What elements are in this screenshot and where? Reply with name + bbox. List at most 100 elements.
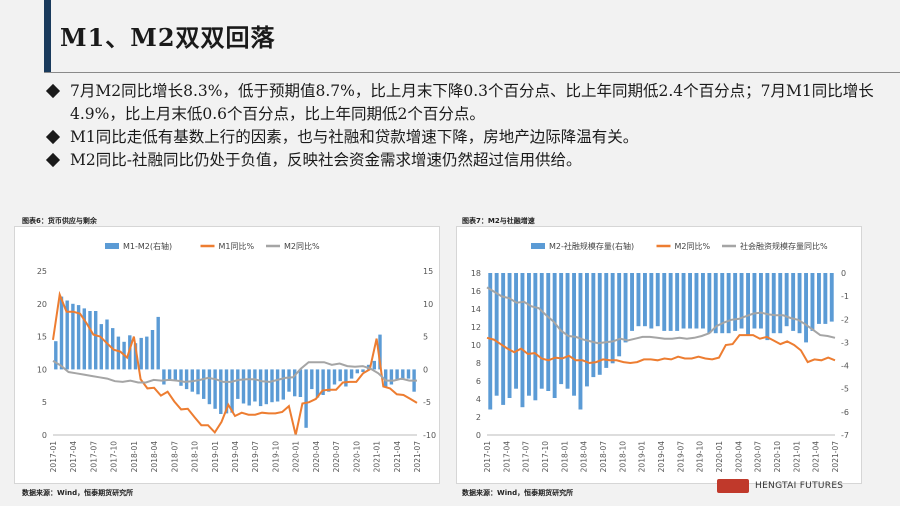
bar-mark [720,273,725,334]
x-tick-label: 2017-10 [541,441,550,473]
x-tick-label: 2021-07 [413,441,422,473]
bullet-text: M2同比-社融同比仍处于负值，反映社会资金需求增速仍然超过信用供给。 [70,151,582,169]
y-left-tick-label: 8 [476,359,481,368]
bar-mark [746,273,750,336]
y-right-tick-label: -5 [423,398,431,407]
bar-mark [196,369,200,395]
bar-mark [338,369,342,382]
bar-mark [559,273,564,385]
bar-mark [241,369,246,404]
y-left-tick-label: 15 [37,333,47,342]
x-tick-label: 2018-07 [170,441,179,473]
y-right-tick-label: 5 [423,333,428,342]
chart-m2-tsf: M2-社融规模存量(右轴) M2同比% 社会融资规模存量同比% 0 2 4 6 8 10 12 14… [471,241,849,473]
x-tick-label: 2019-01 [211,441,220,473]
y-right-tick-label: -2 [841,315,849,324]
bar-mark [630,273,634,331]
y-left-tick-label: 6 [476,377,481,386]
logo-mark-icon [717,479,749,493]
bar-mark [355,369,359,374]
bar-mark [270,369,274,403]
bar-mark [539,273,544,389]
bar-mark [230,369,234,413]
bar-mark [655,273,660,327]
bar-mark [572,273,576,396]
bar-mark [281,369,285,400]
x-tick-label: 2019-01 [638,441,647,473]
bar-mark [610,273,615,364]
bar-mark [150,330,155,370]
figure-caption: 图表6：货币供应与剩余 [22,217,97,225]
bar-mark [236,369,240,399]
bar-mark [527,273,531,396]
bar-mark [668,273,673,331]
bar-mark [202,369,206,399]
bar-mark [71,303,75,370]
x-tick-label: 2018-04 [150,441,159,473]
legend-label: M1同比% [219,241,255,251]
series-line [486,286,836,345]
x-tick-label: 2017-07 [522,441,531,473]
x-tick-label: 2020-10 [352,441,361,473]
bar-mark [604,273,609,368]
bar-mark [395,369,399,380]
x-tick-label: 2020-07 [332,441,341,473]
legend-label: M1-M2(右轴) [123,241,172,251]
bar-mark [591,273,596,378]
bar-mark [173,369,177,381]
bar-mark [361,369,365,372]
x-tick-label: 2017-01 [49,441,58,473]
bar-mark [791,273,796,331]
y-left-tick-label: 20 [37,300,47,309]
bar-mark [401,369,405,380]
bullet-item: 7月M2同比增长8.3%，低于预期值8.7%，比上月末下降0.3个百分点、比上年… [44,80,896,126]
bar-mark [514,273,518,389]
legend-swatch [531,243,545,249]
bullet-item: M2同比-社融同比仍处于负值，反映社会资金需求增速仍然超过信用供给。 [44,149,896,172]
bar-mark [344,369,348,387]
bullet-text: 7月M2同比增长8.3%，低于预期值8.7%，比上月末下降0.3个百分点、比上年… [70,82,874,123]
bar-mark [258,369,263,407]
bar-mark [759,273,763,329]
series-line [52,360,417,384]
bar-mark [298,369,303,397]
bar-mark [675,273,680,331]
bar-mark [829,273,834,322]
bar-mark [565,273,570,389]
y-right-tick-label: -1 [841,292,849,301]
legend-label: M2同比% [675,241,711,251]
bar-mark [771,273,776,334]
x-tick-label: 2020-07 [754,441,763,473]
x-tick-label: 2020-10 [773,441,782,473]
bar-mark [116,336,121,370]
bar-mark [662,273,667,331]
bar-mark [94,311,98,370]
y-right-tick-label: 10 [423,300,433,309]
bar-mark [88,311,92,370]
bar-mark [617,273,622,357]
bar-mark [378,334,382,370]
series-line [486,334,836,365]
bar-mark [372,360,376,370]
legend-label: M2-社融规模存量(右轴) [549,241,634,251]
x-tick-label: 2017-04 [502,441,511,473]
y-left-tick-label: 4 [476,395,481,404]
bar-mark [533,273,538,401]
legend-swatch [105,243,119,249]
series-line [52,290,418,436]
source-note: 数据来源：Wind，恒泰期货研究所 [462,489,574,497]
y-left-tick-label: 12 [471,323,481,332]
y-left-tick-label: 0 [42,431,47,440]
y-right-tick-label: 0 [841,269,846,278]
x-tick-label: 2020-04 [312,441,321,473]
bar-mark [636,273,641,327]
bar-mark [321,369,325,395]
bar-mark [713,273,718,334]
bar-mark [597,273,602,375]
bar-mark [219,369,223,414]
bar-mark [578,273,583,410]
diamond-bullet-icon [45,129,61,145]
bar-mark [247,369,251,406]
bar-mark [765,273,770,341]
y-left-tick-label: 18 [471,269,481,278]
